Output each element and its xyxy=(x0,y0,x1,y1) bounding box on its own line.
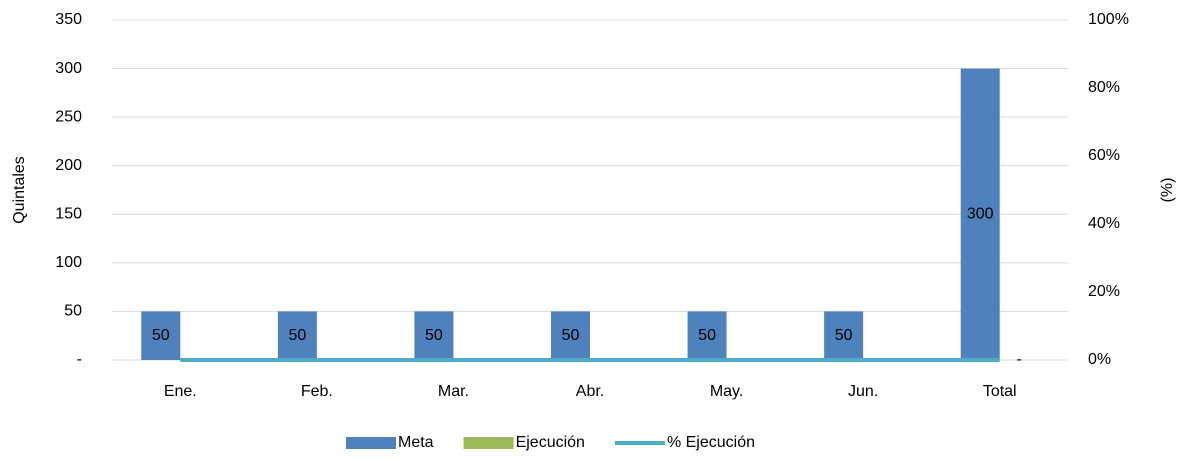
x-tick-label: Jun. xyxy=(848,383,878,400)
bar xyxy=(277,311,317,360)
y-axis-title: Quintales xyxy=(11,156,28,224)
x-tick-label: May. xyxy=(710,383,743,400)
legend-label: Ejecución xyxy=(516,434,585,451)
y-tick-label: 50 xyxy=(64,303,82,320)
y-tick-label: 100 xyxy=(55,254,82,271)
x-tick-label: Feb. xyxy=(301,383,333,400)
y2-axis-title: (%) xyxy=(1159,178,1176,203)
bar xyxy=(687,311,727,360)
data-label: 50 xyxy=(562,327,580,344)
bar xyxy=(824,311,864,360)
bar xyxy=(551,311,590,360)
bar xyxy=(960,68,1000,361)
data-label: 50 xyxy=(152,327,170,344)
legend-label: Meta xyxy=(398,434,434,451)
y2-tick-label: 100% xyxy=(1088,11,1129,28)
x-tick-label: Ene. xyxy=(164,383,197,400)
y2-tick-label: 80% xyxy=(1088,79,1120,96)
y-tick-label: 300 xyxy=(55,60,82,77)
data-label: 50 xyxy=(425,327,443,344)
data-label: 50 xyxy=(288,327,306,344)
x-tick-label: Total xyxy=(983,383,1017,400)
legend-swatch xyxy=(346,437,396,449)
y2-tick-label: 0% xyxy=(1088,351,1111,368)
legend-swatch xyxy=(463,437,514,449)
x-tick-label: Mar. xyxy=(438,383,469,400)
data-label: 50 xyxy=(698,327,716,344)
y2-tick-label: 40% xyxy=(1088,215,1120,232)
y-tick-label: 150 xyxy=(55,206,82,223)
y2-tick-label: 60% xyxy=(1088,147,1120,164)
y-tick-label: 250 xyxy=(55,108,82,125)
legend-label: % Ejecución xyxy=(667,434,755,451)
bar xyxy=(414,311,454,360)
y-tick-label: 350 xyxy=(55,11,82,28)
bar xyxy=(141,311,181,360)
data-label: 300 xyxy=(967,206,994,223)
data-label: - xyxy=(1017,351,1022,368)
y2-tick-label: 20% xyxy=(1088,283,1120,300)
y-tick-label: 200 xyxy=(55,157,82,174)
y-tick-label: - xyxy=(77,351,82,368)
data-label: 50 xyxy=(835,327,853,344)
x-tick-label: Abr. xyxy=(576,383,604,400)
